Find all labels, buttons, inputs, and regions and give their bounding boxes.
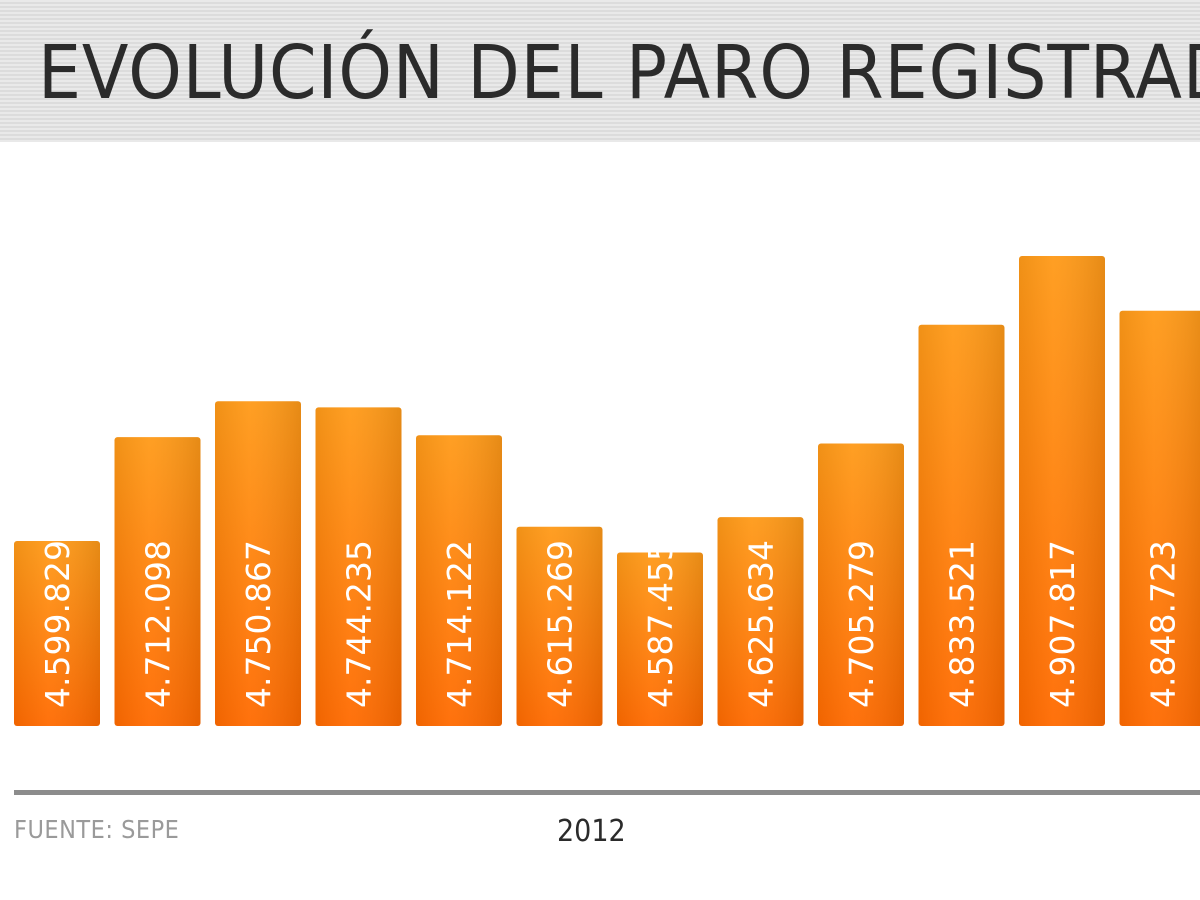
bar-shade (215, 401, 301, 726)
bar-group-jun: 4.615.269JUN (516, 526, 603, 726)
bar-value-label: 4.750.867 (239, 540, 278, 708)
bar-shade (1119, 310, 1200, 726)
bar-value-label: 4.625.634 (742, 540, 781, 708)
bar-value-label: 4.833.521 (943, 540, 982, 708)
bar-group-abr: 4.744.235ABR (315, 407, 402, 726)
bar-group-dic: 4.848.723DIC (1119, 310, 1200, 726)
bar-group-may: 4.714.122MAY (416, 435, 502, 726)
x-axis-title: 2012 (557, 814, 626, 849)
bar-group-sep: 4.705.279SEP (818, 443, 904, 726)
bar-group-jul: 4.587.455JUL (617, 540, 703, 726)
bar-value-label: 4.907.817 (1043, 540, 1082, 708)
bar-group-oct: 4.833.521OCT (918, 324, 1005, 726)
bar-group-mar: 4.750.867MAR (215, 401, 301, 726)
bar-shade (918, 324, 1005, 726)
bar-group-feb: 4.712.098FEB (114, 437, 201, 726)
bar-shade (315, 407, 402, 726)
bar-shade (516, 526, 603, 726)
bar-shade (1019, 256, 1105, 726)
source-note: FUENTE: SEPE (14, 815, 180, 844)
bar-value-label: 4.599.829 (38, 540, 77, 708)
bar-shade (717, 517, 804, 726)
bar-value-label: 4.744.235 (340, 540, 379, 708)
title-band: EVOLUCIÓN DEL PARO REGISTRADO (0, 0, 1200, 142)
bar-value-label: 4.714.122 (440, 540, 479, 708)
bar-group-ago: 4.625.634AGO (717, 517, 804, 726)
bar-value-label: 4.712.098 (139, 540, 178, 708)
x-axis-baseline (14, 790, 1200, 795)
bars-layer: 4.599.829ENE4.712.098FEB4.750.867MAR4.74… (14, 256, 1200, 726)
bar-value-label: 4.705.279 (842, 540, 881, 708)
bar-shade (416, 435, 502, 726)
bar-chart: 4.599.829ENE4.712.098FEB4.750.867MAR4.74… (14, 256, 1200, 726)
bar-group-ene: 4.599.829ENE (14, 540, 100, 726)
bar-shade (14, 541, 100, 726)
chart-title: EVOLUCIÓN DEL PARO REGISTRADO (38, 30, 1200, 116)
bar-shade (114, 437, 201, 726)
bar-shade (617, 552, 703, 726)
bar-value-label: 4.587.455 (641, 540, 680, 708)
bar-value-label: 4.615.269 (541, 540, 580, 708)
bar-group-nov: 4.907.817NOV (1019, 256, 1105, 726)
bar-shade (818, 443, 904, 726)
bar-value-label: 4.848.723 (1144, 540, 1183, 708)
